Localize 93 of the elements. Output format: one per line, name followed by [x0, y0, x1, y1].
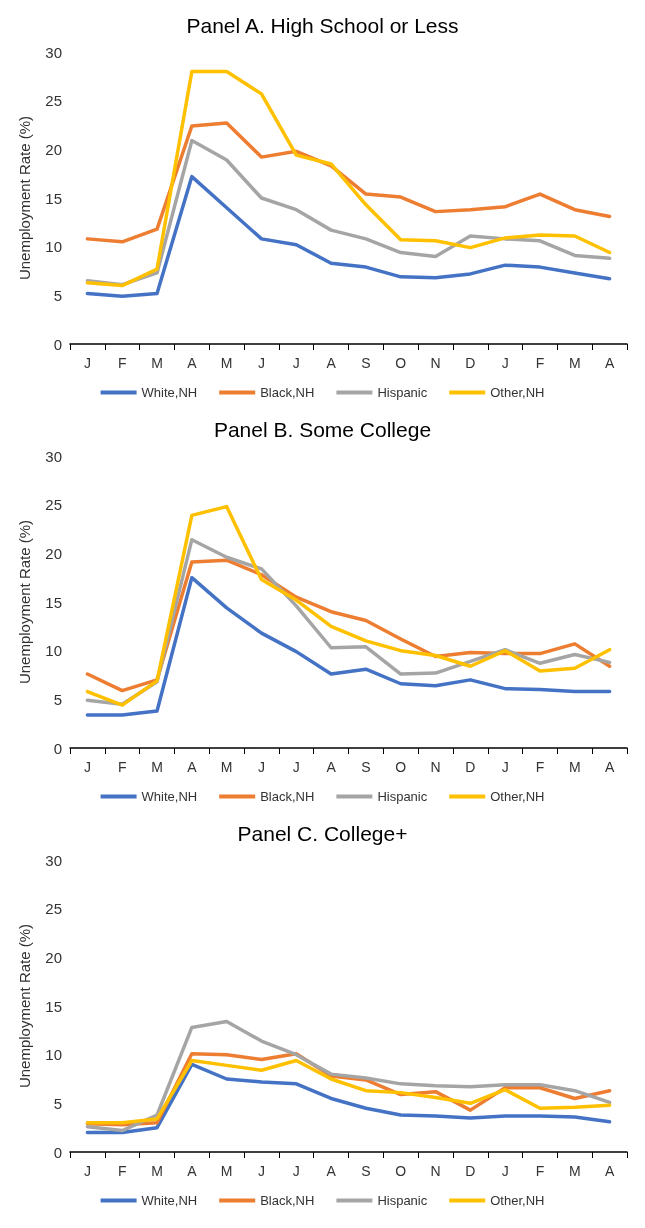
legend-label: Hispanic [377, 385, 428, 400]
x-tick-label: M [568, 355, 581, 371]
x-tick-label: N [430, 1163, 441, 1179]
line-series [85, 174, 612, 299]
legend-label: Black,NH [260, 1193, 315, 1208]
legend-label: Other,NH [490, 1193, 545, 1208]
x-tick-label: F [117, 1163, 127, 1179]
x-tick-label: J [257, 1163, 265, 1179]
x-tick-label: N [430, 759, 441, 775]
x-tick-label: F [535, 1163, 545, 1179]
y-tick-label: 30 [45, 43, 62, 61]
y-tick-label: 0 [53, 335, 62, 353]
x-tick-label: J [83, 759, 91, 775]
y-tick-label: 0 [53, 1143, 62, 1161]
x-tick-label: J [292, 355, 300, 371]
y-tick-label: 15 [45, 189, 62, 207]
y-tick-label: 10 [45, 642, 62, 660]
legend-label: Black,NH [260, 385, 315, 400]
chart-title: Panel B. Some College [213, 418, 432, 441]
chart-title: Panel C. College+ [237, 822, 408, 845]
x-tick-label: M [220, 1163, 233, 1179]
x-tick-label: S [361, 1163, 371, 1179]
y-axis-title: Unemployment Rate (%) [16, 923, 33, 1089]
x-tick-label: D [465, 1163, 476, 1179]
y-axis-title: Unemployment Rate (%) [16, 519, 33, 685]
x-tick-label: A [326, 1163, 337, 1179]
legend-label: Hispanic [377, 789, 428, 804]
x-tick-label: M [220, 759, 233, 775]
x-tick-label: F [535, 355, 545, 371]
legend-label: White,NH [141, 789, 198, 804]
legend-label: Other,NH [490, 789, 545, 804]
x-tick-label: A [604, 1163, 615, 1179]
legend-label: Black,NH [260, 789, 315, 804]
x-tick-label: J [501, 355, 509, 371]
y-tick-label: 5 [53, 690, 62, 708]
y-tick-label: 10 [45, 238, 62, 256]
y-tick-label: 25 [45, 92, 62, 110]
x-tick-label: J [83, 1163, 91, 1179]
x-tick-label: A [604, 355, 615, 371]
x-tick-label: A [326, 355, 337, 371]
y-tick-label: 25 [45, 900, 62, 918]
legend-label: White,NH [141, 385, 198, 400]
y-tick-label: 15 [45, 997, 62, 1015]
y-tick-label: 20 [45, 544, 62, 562]
y-tick-label: 10 [45, 1046, 62, 1064]
x-tick-label: M [151, 1163, 163, 1179]
line-series [85, 1062, 612, 1135]
x-tick-label: J [501, 759, 509, 775]
x-tick-label: M [568, 1163, 581, 1179]
x-tick-label: O [395, 1163, 407, 1179]
x-tick-label: D [465, 759, 476, 775]
x-tick-label: M [220, 355, 233, 371]
y-tick-label: 15 [45, 593, 62, 611]
legend-label: Hispanic [377, 1193, 428, 1208]
x-tick-label: F [117, 759, 127, 775]
x-tick-label: A [187, 759, 198, 775]
chart-title: Panel A. High School or Less [186, 14, 459, 37]
x-tick-label: N [430, 355, 441, 371]
legend-label: White,NH [141, 1193, 198, 1208]
x-tick-label: A [187, 1163, 198, 1179]
x-tick-label: J [83, 355, 91, 371]
x-tick-label: F [117, 355, 127, 371]
x-tick-label: J [501, 1163, 509, 1179]
y-tick-label: 5 [53, 286, 62, 304]
x-tick-label: M [151, 355, 163, 371]
x-tick-label: O [395, 355, 407, 371]
x-tick-label: J [292, 759, 300, 775]
x-tick-label: S [361, 355, 371, 371]
legend-label: Other,NH [490, 385, 545, 400]
line-series [85, 69, 612, 288]
x-tick-label: J [257, 759, 265, 775]
x-tick-label: J [257, 355, 265, 371]
line-series [85, 1019, 612, 1133]
line-series [85, 575, 612, 717]
y-tick-label: 0 [53, 739, 62, 757]
x-tick-label: J [292, 1163, 300, 1179]
x-tick-label: M [568, 759, 581, 775]
y-tick-label: 30 [45, 447, 62, 465]
x-tick-label: A [326, 759, 337, 775]
x-tick-label: D [465, 355, 476, 371]
y-tick-label: 20 [45, 948, 62, 966]
x-tick-label: A [604, 759, 615, 775]
x-tick-label: M [151, 759, 163, 775]
x-tick-label: O [395, 759, 407, 775]
line-series [85, 504, 612, 707]
x-tick-label: S [361, 759, 371, 775]
x-tick-label: F [535, 759, 545, 775]
y-tick-label: 20 [45, 140, 62, 158]
y-tick-label: 25 [45, 496, 62, 514]
x-tick-label: A [187, 355, 198, 371]
y-axis-title: Unemployment Rate (%) [16, 115, 33, 281]
y-tick-label: 5 [53, 1094, 62, 1112]
y-tick-label: 30 [45, 851, 62, 869]
